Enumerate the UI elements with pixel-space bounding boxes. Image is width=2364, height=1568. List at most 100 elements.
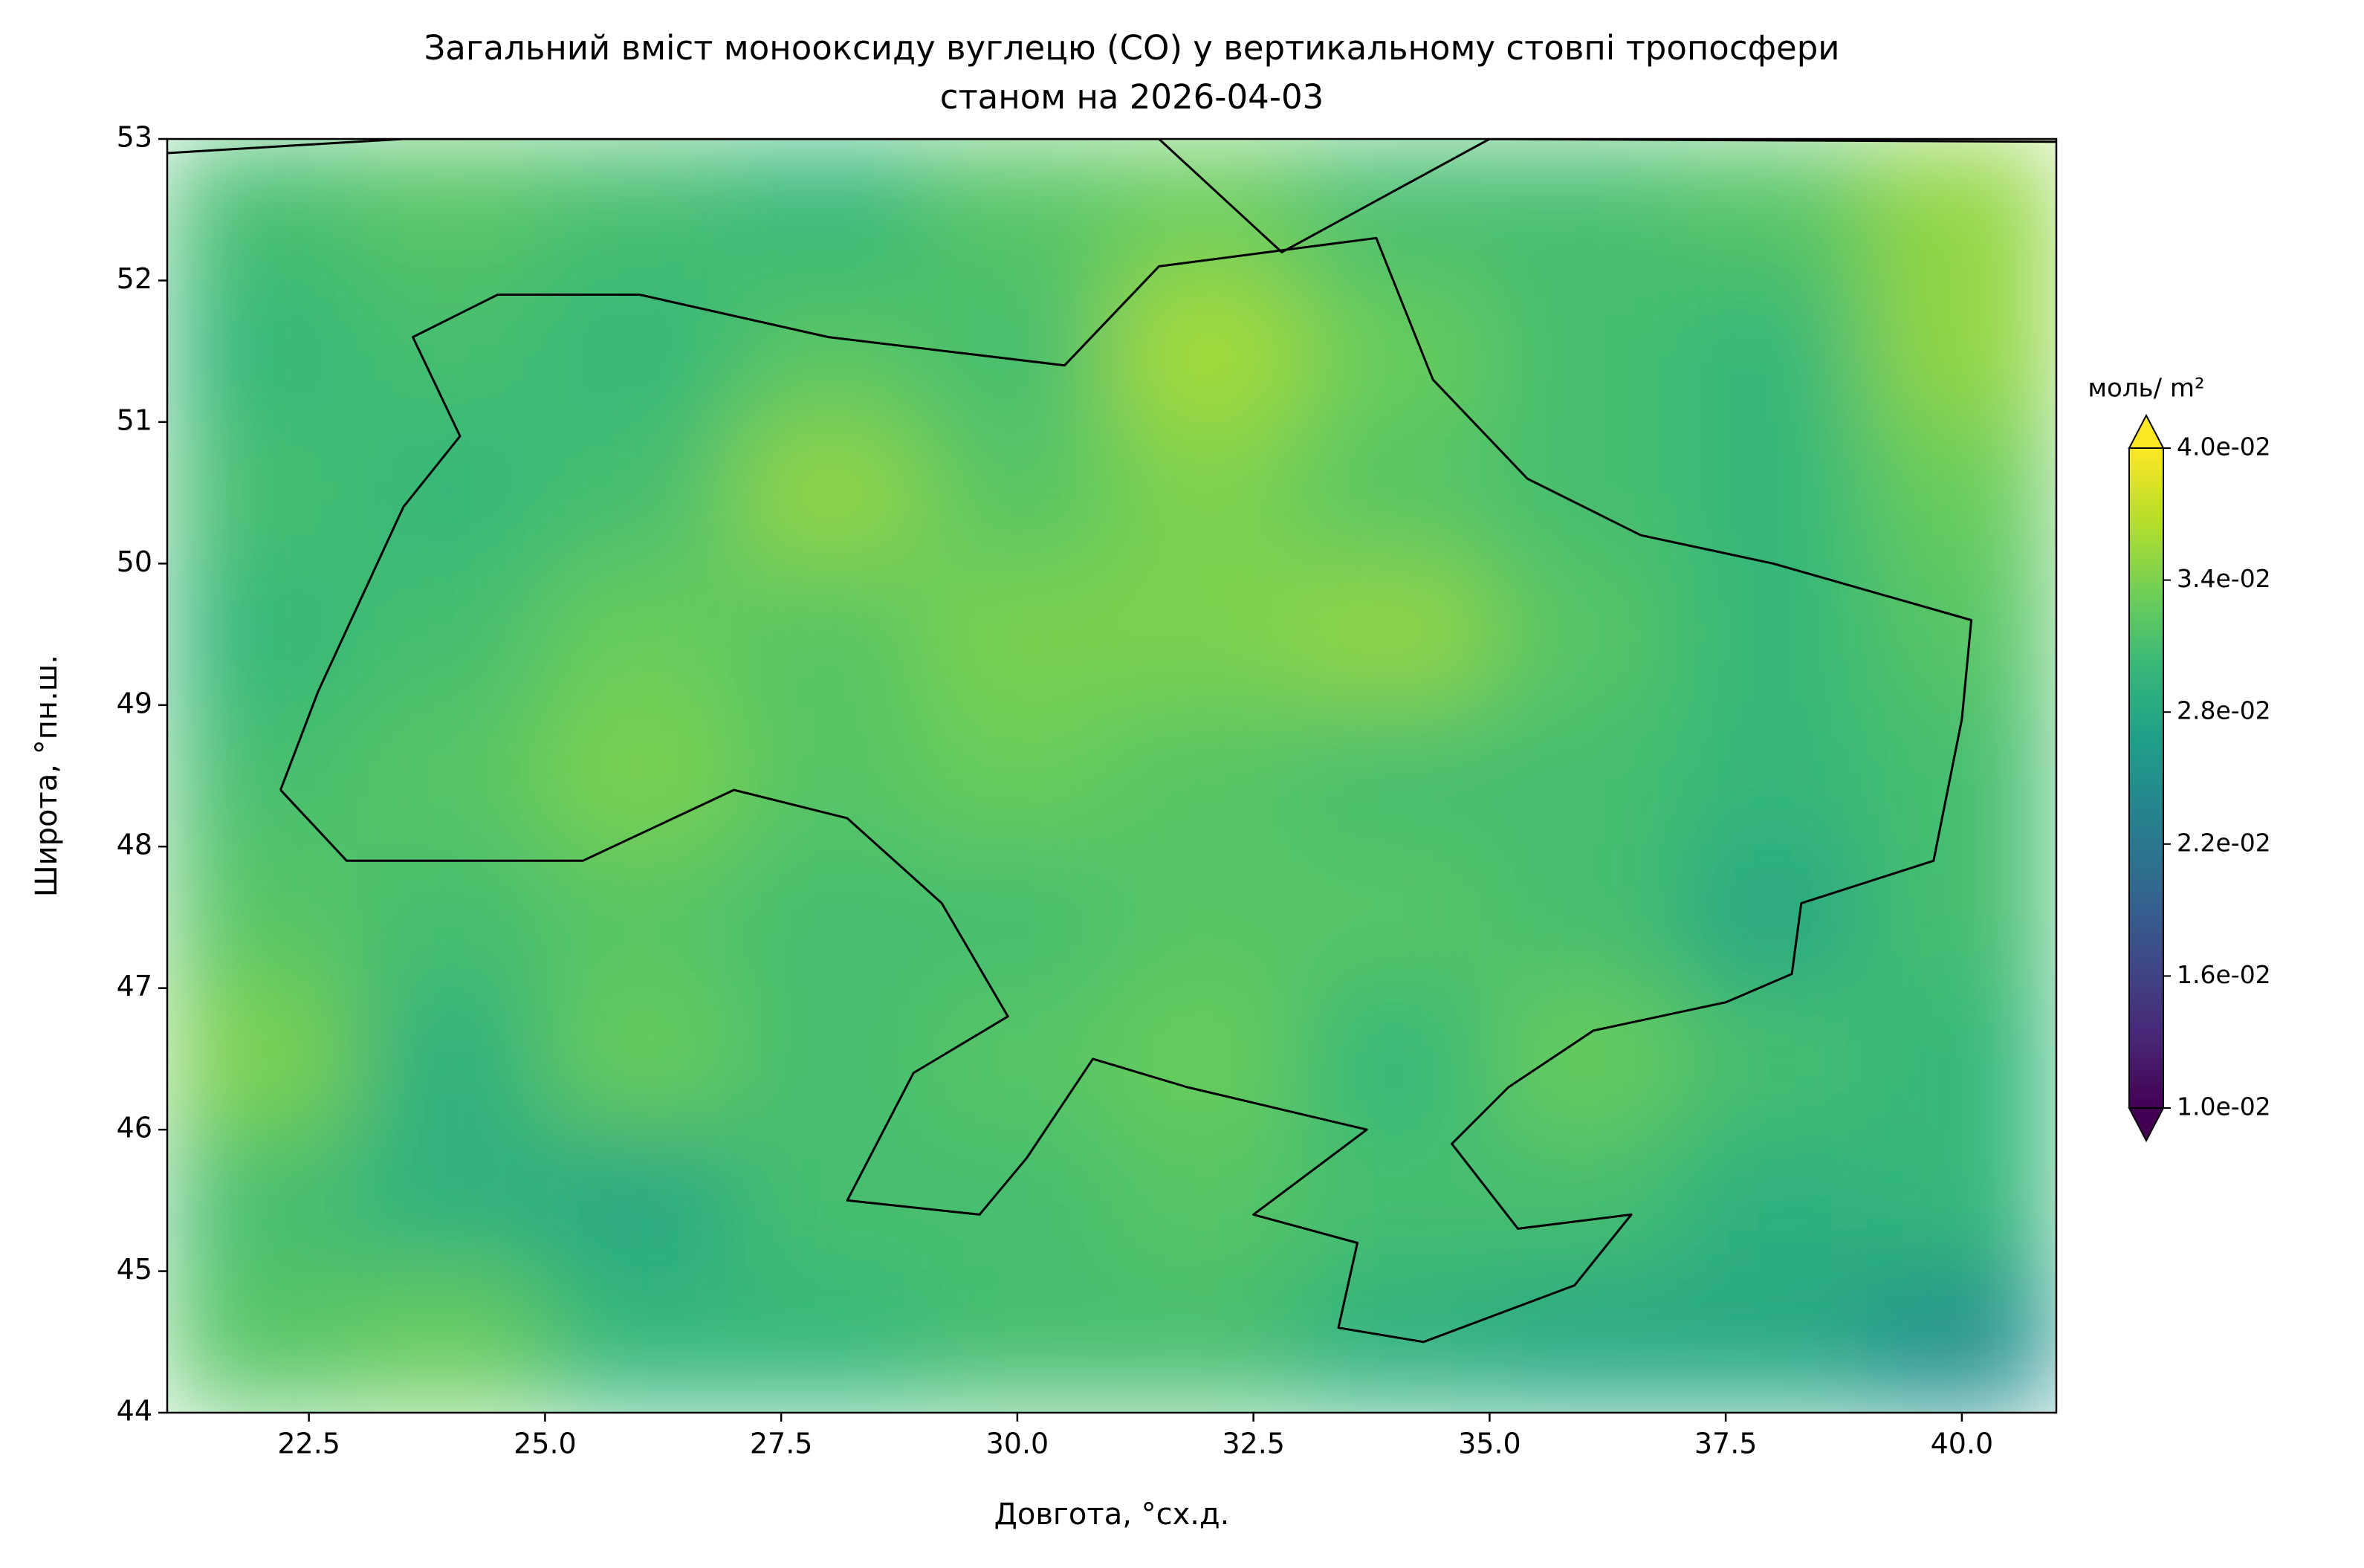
field-cell (1866, 987, 2056, 1131)
field-cell (1677, 1129, 1868, 1272)
field-cell (1489, 139, 1680, 282)
field-cell (1111, 1129, 1302, 1272)
field-cell (733, 421, 924, 565)
field-cell (1111, 279, 1302, 423)
x-tick-label: 27.5 (750, 1428, 813, 1460)
field-cell (1111, 421, 1302, 565)
field-cell (1489, 279, 1680, 423)
field-cell (1111, 1270, 1302, 1413)
field-cell (167, 846, 357, 989)
colorbar-tick-label: 4.0e-02 (2177, 433, 2271, 461)
colorbar-frame (2128, 447, 2164, 1109)
field-cell (733, 704, 924, 848)
field-cell (544, 1270, 735, 1413)
field-cell (1677, 421, 1868, 565)
field-cell (922, 421, 1113, 565)
field-cell (733, 846, 924, 989)
x-tick-label: 32.5 (1222, 1428, 1285, 1460)
field-cell (355, 563, 546, 706)
field-cell (544, 1129, 735, 1272)
field-cell (1866, 1129, 2056, 1272)
plot-frame (166, 137, 2058, 1414)
field-cell (1677, 987, 1868, 1131)
field-cell (922, 704, 1113, 848)
field-cell (1866, 279, 2056, 423)
field-cell (544, 846, 735, 989)
field-cell (1866, 563, 2056, 706)
field-cell (1677, 139, 1868, 282)
field-cell (355, 139, 546, 282)
field-cell (733, 987, 924, 1131)
field-cell (1300, 1129, 1491, 1272)
field-cell (1866, 139, 2056, 282)
chart-title: Загальний вміст монооксиду вуглецю (CO) … (424, 28, 1839, 68)
field-cell (355, 421, 546, 565)
field-cell (1111, 987, 1302, 1131)
field-cell (1677, 1270, 1868, 1413)
x-tick-label: 40.0 (1931, 1428, 1994, 1460)
y-tick-label: 46 (117, 1112, 152, 1144)
x-axis-label: Довгота, °сх.д. (994, 1497, 1230, 1532)
field-cell (1489, 1270, 1680, 1413)
field-cell (1489, 846, 1680, 989)
field-cell (1111, 139, 1302, 282)
colorbar-tick-label: 2.2e-02 (2177, 828, 2271, 857)
field-cell (1111, 704, 1302, 848)
y-axis-label: Широта, °пн.ш. (30, 655, 64, 897)
y-tick-label: 53 (117, 121, 152, 154)
field-cell (1489, 1129, 1680, 1272)
colorbar-label: моль/ m² (2088, 374, 2204, 404)
chart-subtitle: станом на 2026-04-03 (940, 77, 1324, 117)
field-cell (1300, 421, 1491, 565)
colorbar-tick-label: 3.4e-02 (2177, 564, 2271, 593)
field-cell (1300, 1270, 1491, 1413)
y-tick-label: 49 (117, 687, 152, 719)
y-tick-label: 50 (117, 545, 152, 578)
x-tick-label: 37.5 (1694, 1428, 1758, 1460)
field-cell (167, 563, 357, 706)
y-tick-label: 44 (117, 1395, 152, 1428)
field-cell (1300, 846, 1491, 989)
field-cell (355, 1129, 546, 1272)
field-cell (167, 1129, 357, 1272)
field-cell (922, 987, 1113, 1131)
x-tick-label: 22.5 (277, 1428, 340, 1460)
field-cell (167, 421, 357, 565)
y-tick-label: 48 (117, 829, 152, 861)
field-cell (922, 563, 1113, 706)
field-cell (1111, 846, 1302, 989)
field-cell (733, 563, 924, 706)
field-cell (1677, 846, 1868, 989)
field-cell (544, 421, 735, 565)
field-cell (544, 987, 735, 1131)
y-tick-label: 47 (117, 970, 152, 1002)
field-cell (1866, 1270, 2056, 1413)
field-cell (922, 1270, 1113, 1413)
field-cell (1677, 704, 1868, 848)
field-cell (1866, 846, 2056, 989)
field-cell (167, 279, 357, 423)
field-cell (1677, 563, 1868, 706)
field-cell (922, 846, 1113, 989)
field (167, 139, 2056, 1413)
field-cell (733, 139, 924, 282)
field-cell (167, 987, 357, 1131)
field-cell (544, 704, 735, 848)
field-cell (167, 1270, 357, 1413)
field-cell (1489, 704, 1680, 848)
field-cell (733, 1270, 924, 1413)
field-cell (1300, 563, 1491, 706)
field-cell (167, 704, 357, 848)
colorbar-tick-label: 1.6e-02 (2177, 960, 2271, 989)
y-tick-label: 45 (117, 1253, 152, 1286)
field-cell (1111, 563, 1302, 706)
colorbar-tick-label: 2.8e-02 (2177, 696, 2271, 725)
x-tick-label: 25.0 (514, 1428, 577, 1460)
x-tick-label: 30.0 (986, 1428, 1049, 1460)
colorbar-tick-label: 1.0e-02 (2177, 1092, 2271, 1121)
colorbar-extend-min (2128, 1107, 2165, 1143)
field-cell (355, 279, 546, 423)
y-tick-label: 51 (117, 404, 152, 436)
field-cell (355, 1270, 546, 1413)
